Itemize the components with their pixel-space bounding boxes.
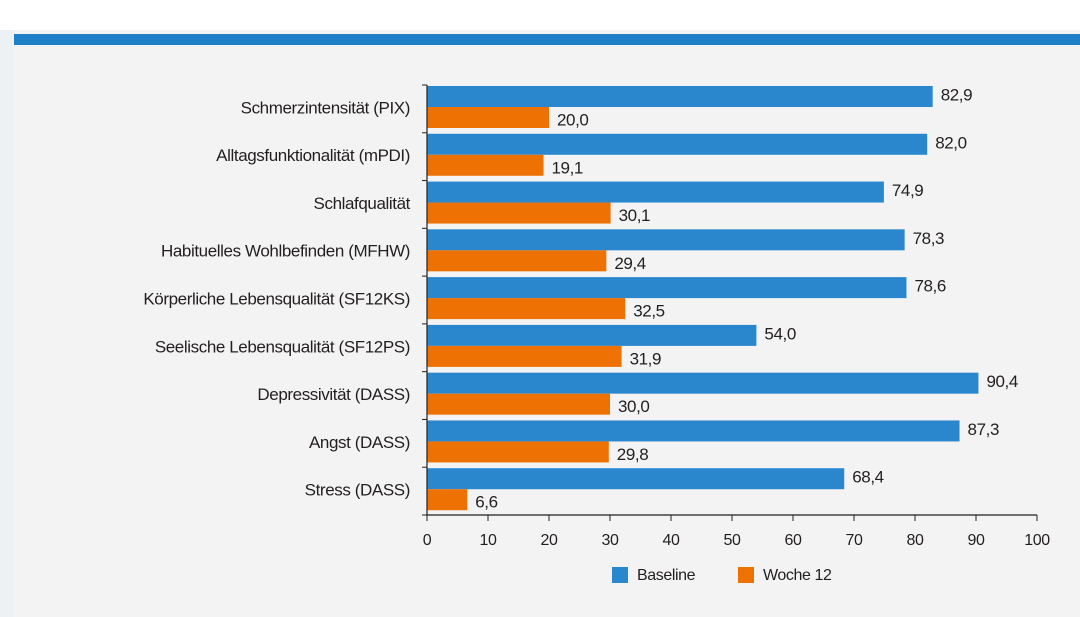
value-label: 68,4 — [852, 468, 884, 487]
value-label: 78,3 — [913, 229, 945, 248]
x-tick-label: 0 — [423, 532, 432, 549]
y-tick-label: Habituelles Wohlbefinden (MFHW) — [161, 242, 410, 261]
bar — [427, 202, 611, 224]
x-tick-label: 80 — [907, 532, 924, 549]
y-tick-label: Schlafqualität — [314, 194, 411, 213]
bar — [427, 420, 960, 442]
value-label: 29,4 — [614, 254, 646, 273]
x-tick-label: 70 — [846, 532, 863, 549]
bar — [427, 133, 928, 155]
value-label: 6,6 — [475, 493, 497, 512]
value-label: 87,3 — [968, 420, 1000, 439]
x-tick-label: 60 — [785, 532, 802, 549]
value-label: 32,5 — [633, 302, 665, 321]
bar — [427, 489, 468, 511]
value-label: 20,0 — [557, 110, 589, 129]
y-tick-label: Stress (DASS) — [305, 481, 410, 500]
value-label: 29,8 — [617, 445, 649, 464]
value-label: 90,4 — [986, 372, 1018, 391]
value-label: 30,0 — [618, 397, 650, 416]
value-label: 19,1 — [552, 158, 584, 177]
y-tick-label: Depressivität (DASS) — [257, 385, 410, 404]
value-label: 30,1 — [619, 206, 651, 225]
value-label: 54,0 — [764, 324, 796, 343]
bar — [427, 298, 626, 320]
bar — [427, 229, 905, 251]
bar — [427, 181, 884, 203]
bar — [427, 345, 622, 367]
x-tick-label: 100 — [1024, 532, 1050, 549]
top-strip — [0, 0, 1080, 30]
x-tick-label: 40 — [663, 532, 680, 549]
bar — [427, 393, 610, 415]
y-tick-label: Angst (DASS) — [309, 433, 410, 452]
y-tick-label: Körperliche Lebensqualität (SF12KS) — [143, 289, 410, 308]
legend-swatch — [612, 567, 628, 583]
legend-label: Woche 12 — [763, 567, 832, 584]
bar — [427, 86, 933, 107]
value-label: 82,9 — [941, 85, 973, 104]
bar — [427, 324, 757, 346]
value-label: 74,9 — [892, 181, 924, 200]
y-tick-label: Schmerzintensität (PIX) — [241, 98, 410, 117]
x-tick-label: 10 — [480, 532, 497, 549]
bar — [427, 250, 607, 272]
x-tick-label: 50 — [724, 532, 741, 549]
value-label: 82,0 — [935, 133, 967, 152]
bar — [427, 441, 609, 463]
header-band — [14, 34, 1080, 45]
bar — [427, 277, 907, 299]
value-label: 78,6 — [914, 277, 946, 296]
value-label: 31,9 — [630, 349, 662, 368]
bar — [427, 154, 544, 176]
bar — [427, 107, 549, 128]
y-tick-label: Seelische Lebensqualität (SF12PS) — [155, 337, 410, 356]
bar — [427, 468, 845, 490]
bar — [427, 372, 979, 394]
x-tick-label: 20 — [541, 532, 558, 549]
x-tick-label: 30 — [602, 532, 619, 549]
y-tick-label: Alltagsfunktionalität (mPDI) — [216, 146, 410, 165]
legend-label: Baseline — [637, 567, 696, 584]
legend-swatch — [738, 567, 754, 583]
x-tick-label: 90 — [968, 532, 985, 549]
